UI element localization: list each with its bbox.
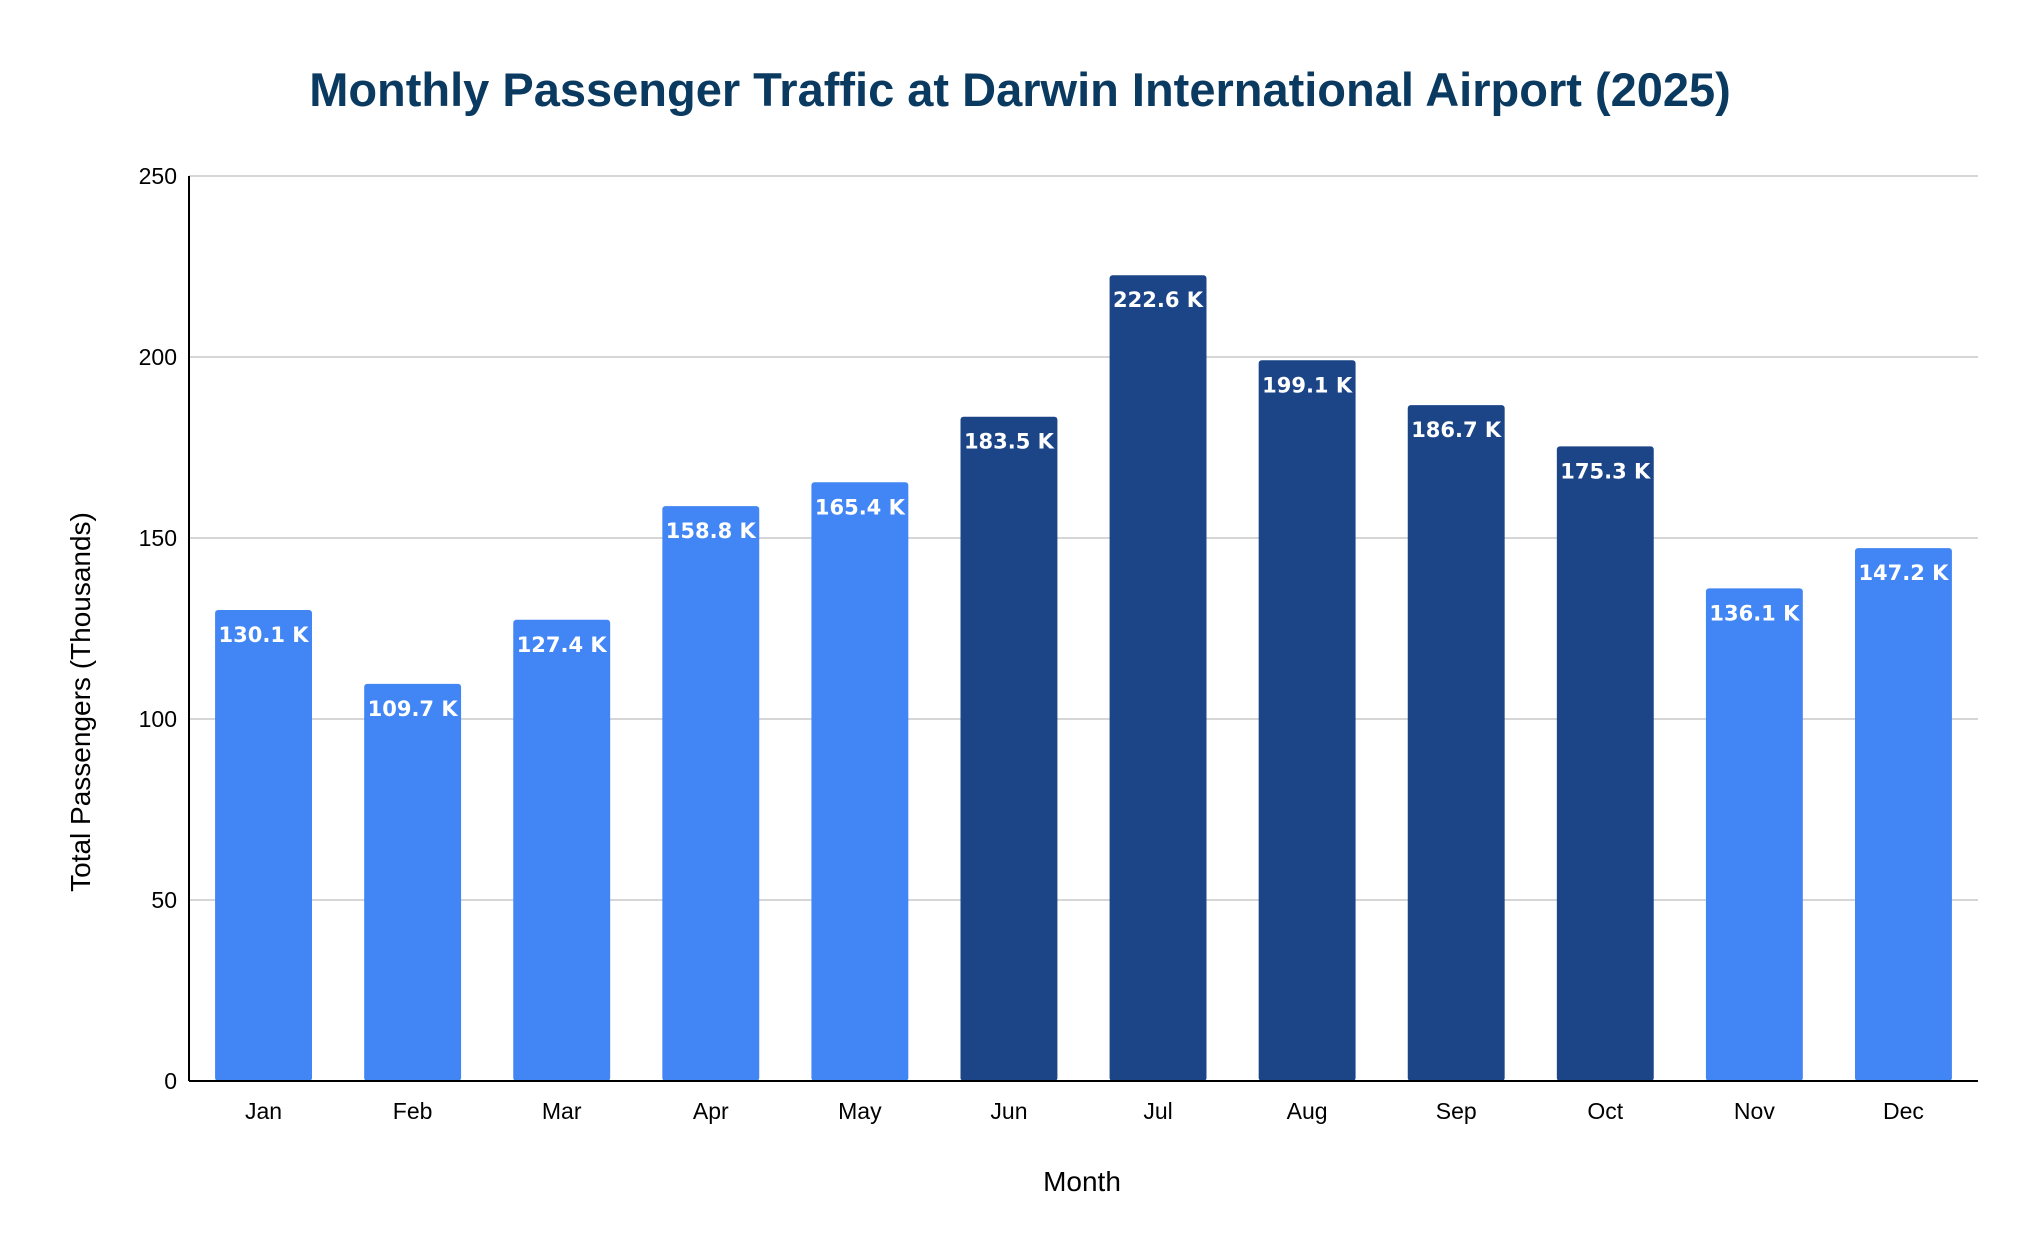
data-label-oct: 175.3 K [1560,459,1651,483]
bar-dec [1855,548,1952,1081]
gridlines [189,175,1978,901]
bars [215,275,1952,1082]
y-tick-label: 200 [139,344,177,370]
bar-nov [1705,588,1803,1081]
chart-title: Monthly Passenger Traffic at Darwin Inte… [309,63,1731,116]
data-labels: 130.1 K 109.7 K 127.4 K 158.8 K 165.4 K 183.5… [219,288,1950,721]
y-axis-title: Total Passengers (Thousands) [65,512,96,892]
data-label-sep: 186.7 K [1411,418,1502,442]
bar-aug [1258,360,1356,1081]
bar-sep [1407,405,1505,1081]
data-label-apr: 158.8 K [666,519,757,543]
x-axis-title: Month [1043,1166,1121,1197]
x-tick-label-apr: Apr [693,1098,729,1124]
bar-may [811,482,909,1081]
bar-mar [513,619,611,1081]
y-tick-label: 100 [139,706,177,732]
x-tick-label-mar: Mar [542,1098,582,1124]
bar-jan [215,610,312,1081]
y-tick-label: 50 [151,887,177,913]
data-label-jan: 130.1 K [219,623,310,647]
y-tick-label: 0 [164,1068,177,1094]
data-label-dec: 147.2 K [1858,561,1949,585]
x-tick-label-may: May [838,1098,882,1124]
x-tick-label-dec: Dec [1883,1098,1924,1124]
x-tick-label-sep: Sep [1436,1098,1477,1124]
data-label-jun: 183.5 K [964,430,1055,454]
y-tick-label: 150 [139,525,177,551]
x-axis-ticks: Jan Feb Mar Apr May Jun Jul Aug Sep Oct Nov Dec [245,1098,1924,1124]
data-label-feb: 109.7 K [368,697,459,721]
x-tick-label-nov: Nov [1734,1098,1775,1124]
data-label-nov: 136.1 K [1709,601,1800,625]
bar-jun [960,416,1058,1082]
bar-oct [1556,446,1654,1081]
data-label-aug: 199.1 K [1262,373,1353,397]
data-label-mar: 127.4 K [517,633,608,657]
data-label-may: 165.4 K [815,495,906,519]
x-tick-label-feb: Feb [393,1098,433,1124]
bar-feb [364,683,462,1081]
bar-jul [1109,275,1207,1081]
x-tick-label-jun: Jun [990,1098,1027,1124]
data-label-jul: 222.6 K [1113,288,1204,312]
y-axis-ticks: 0 50 100 150 200 250 [139,163,177,1094]
x-tick-label-oct: Oct [1587,1098,1623,1124]
x-tick-label-jul: Jul [1143,1098,1172,1124]
x-tick-label-jan: Jan [245,1098,282,1124]
bar-apr [662,506,760,1081]
x-tick-label-aug: Aug [1287,1098,1328,1124]
y-tick-label: 250 [139,163,177,189]
